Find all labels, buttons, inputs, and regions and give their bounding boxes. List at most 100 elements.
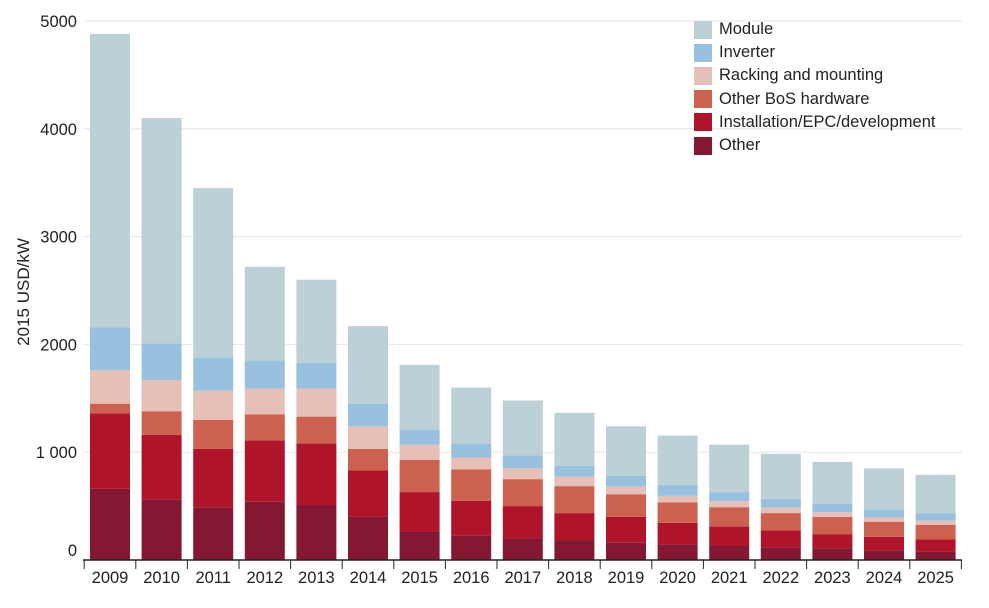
bar-segment [399, 459, 440, 493]
bar-segment [915, 520, 956, 525]
bar-segment [554, 465, 595, 477]
x-tick-label: 2009 [92, 569, 129, 587]
x-tick-label: 2021 [711, 569, 748, 587]
bar-segment [760, 513, 801, 531]
y-axis-label: 2015 USD/kW [14, 238, 33, 346]
bar-stack-2021 [709, 444, 750, 560]
bar-stack-2023 [812, 461, 853, 560]
bar-segment [812, 516, 853, 535]
bar-segment [606, 494, 646, 517]
bar-segment [657, 502, 698, 523]
bar-segment [244, 360, 285, 389]
legend-label: Racking and mounting [719, 66, 884, 85]
bar-segment [657, 522, 698, 545]
bar-segment [554, 513, 595, 541]
bar-segment [657, 435, 698, 486]
x-tick-label: 2017 [504, 569, 541, 587]
bar-segment [348, 426, 388, 449]
x-tick-label: 2016 [453, 569, 490, 587]
bar-segment [502, 538, 543, 560]
bar-segment [502, 468, 543, 480]
bar-segment [451, 469, 492, 501]
y-tick-label: 0 [68, 542, 77, 560]
legend-label: Other BoS hardware [719, 89, 870, 108]
bar-stack-2018 [554, 412, 595, 560]
bar-segment [193, 419, 234, 449]
bar-segment [606, 486, 646, 495]
bar-segment [296, 388, 337, 417]
y-tick-label: 2000 [40, 336, 77, 354]
bar-segment [502, 479, 543, 507]
bar-stack-2020 [657, 435, 698, 560]
legend-item: Inverter [694, 41, 935, 64]
bar-stack-2015 [399, 364, 440, 560]
bar-segment [709, 501, 750, 508]
bar-segment [244, 440, 285, 502]
bar-segment [193, 390, 234, 420]
bar-segment [502, 455, 543, 469]
y-tick-label: 1 000 [36, 444, 77, 462]
bar-segment [193, 357, 234, 391]
y-tick-label: 5000 [40, 13, 77, 31]
x-tick-label: 2015 [401, 569, 438, 587]
bar-segment [864, 550, 904, 560]
bar-segment [760, 547, 801, 560]
bar-segment [709, 526, 750, 546]
x-tick-label: 2024 [866, 569, 903, 587]
bar-stack-2009 [90, 33, 130, 560]
legend-item: Module [694, 18, 935, 41]
bar-segment [864, 509, 904, 518]
legend-swatch [694, 43, 712, 62]
x-tick-label: 2020 [659, 569, 696, 587]
bar-segment [90, 488, 130, 560]
bar-segment [451, 457, 492, 470]
bar-segment [606, 516, 646, 543]
bar-segment [90, 413, 130, 489]
bar-segment [864, 468, 904, 510]
bar-stack-2024 [864, 468, 904, 560]
bar-stack-2013 [296, 279, 337, 560]
bar-segment [90, 403, 130, 414]
bar-stack-2012 [244, 266, 285, 560]
bar-segment [141, 343, 182, 380]
bar-segment [915, 539, 956, 552]
bar-segment [864, 517, 904, 522]
bar-segment [90, 33, 130, 328]
bar-segment [141, 499, 182, 560]
bar-segment [451, 535, 492, 560]
bar-stack-2017 [502, 400, 543, 560]
bar-segment [812, 503, 853, 513]
x-tick-label: 2011 [195, 569, 230, 587]
bar-segment [915, 513, 956, 521]
legend-label: Other [719, 136, 761, 155]
x-tick-label: 2019 [608, 569, 645, 587]
bar-stack-2010 [141, 118, 182, 560]
bar-segment [399, 429, 440, 445]
x-tick-label: 2023 [814, 569, 851, 587]
bar-segment [451, 500, 492, 536]
legend-item: Installation/EPC/development [694, 111, 935, 134]
legend-label: Installation/EPC/development [719, 112, 936, 131]
bar-segment [709, 444, 750, 493]
x-tick-label: 2013 [298, 569, 335, 587]
bar-segment [606, 426, 646, 476]
bar-segment [296, 505, 337, 560]
legend-swatch [694, 66, 712, 85]
x-tick-label: 2018 [556, 569, 593, 587]
bar-segment [90, 327, 130, 371]
bar-segment [657, 485, 698, 496]
x-tick-label: 2014 [350, 569, 387, 587]
bar-segment [296, 362, 337, 389]
legend-item: Other BoS hardware [694, 88, 935, 111]
bar-segment [554, 540, 595, 560]
bar-stack-2019 [606, 426, 646, 560]
x-tick-label: 2022 [762, 569, 799, 587]
bar-segment [554, 476, 595, 487]
bar-segment [606, 542, 646, 560]
bar-segment [348, 470, 388, 517]
bar-segment [141, 379, 182, 412]
bar-segment [760, 530, 801, 548]
bar-segment [915, 524, 956, 540]
bar-segment [193, 448, 234, 508]
